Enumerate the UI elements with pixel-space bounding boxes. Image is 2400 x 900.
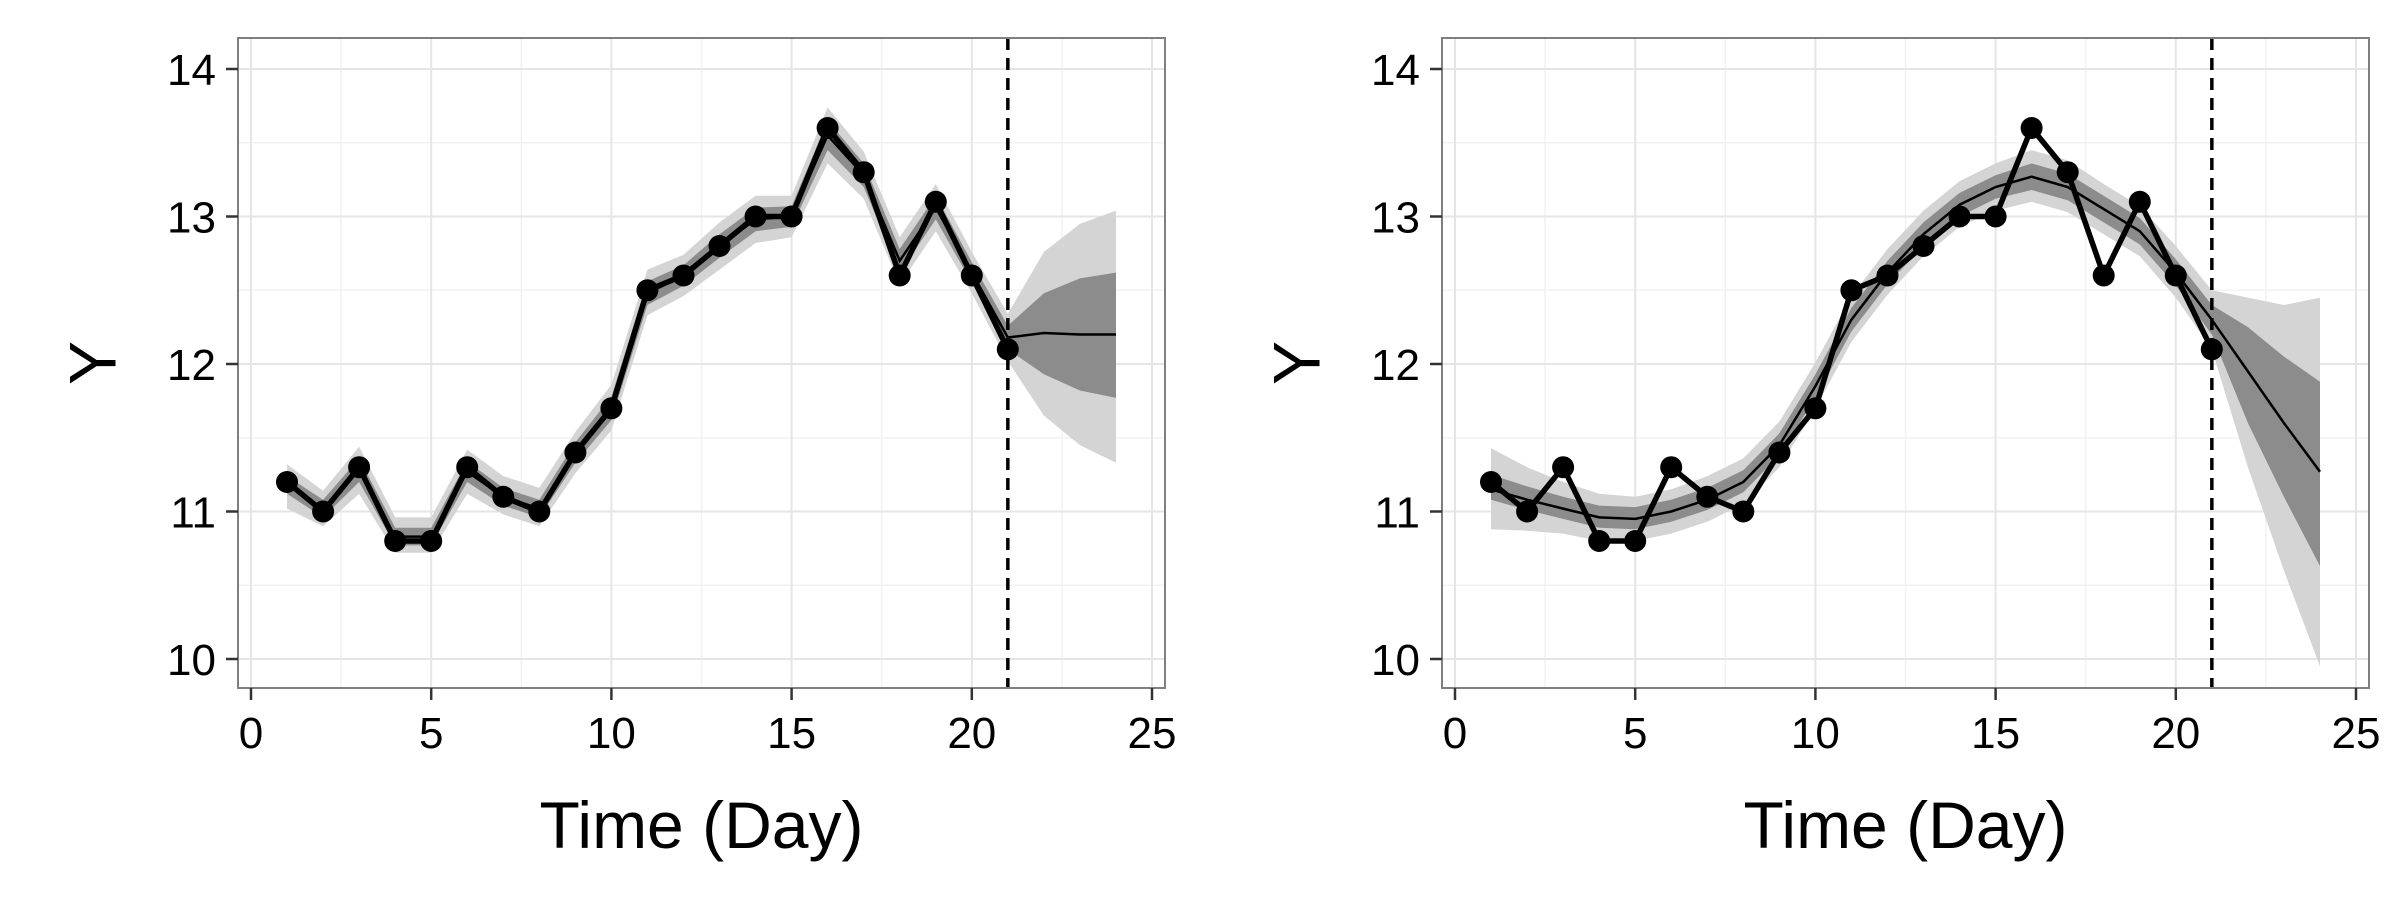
y-tick-label: 14	[167, 46, 216, 95]
observed-point	[1912, 235, 1935, 257]
observed-point	[672, 264, 695, 287]
y-tick-label: 13	[1371, 194, 1420, 243]
x-tick-label: 10	[587, 709, 636, 758]
y-axis-title: Y	[55, 341, 129, 385]
observed-point	[456, 456, 479, 479]
observed-point	[636, 279, 659, 302]
x-tick-label: 20	[2151, 709, 2200, 758]
observed-point	[384, 530, 407, 552]
observed-point	[276, 471, 298, 493]
observed-point	[780, 205, 803, 228]
observed-point	[1840, 279, 1863, 302]
observed-point	[960, 264, 983, 287]
y-tick-label: 12	[1371, 341, 1420, 390]
inner-interval-band	[1491, 163, 2320, 567]
chart-panel-2: 0 5 10 15 20 25 10 11 12 13 14 Time (Day) Y	[1259, 37, 2381, 862]
observed-point	[2164, 264, 2187, 287]
x-tick-label: 0	[239, 709, 263, 758]
observed-point	[1588, 530, 1611, 552]
observed-point	[1876, 264, 1899, 287]
y-tick-label: 10	[167, 636, 216, 685]
x-tick-label: 0	[1443, 709, 1467, 758]
y-tick-label: 11	[170, 489, 216, 538]
observed-point	[420, 530, 443, 552]
grid	[238, 38, 1165, 688]
x-tick-label: 5	[419, 709, 443, 758]
x-tick-label: 25	[2332, 709, 2381, 758]
observed-point	[564, 441, 587, 464]
observed-point	[1804, 397, 1827, 420]
observed-point	[888, 264, 911, 287]
observed-point	[924, 190, 947, 213]
x-tick-label: 15	[1971, 709, 2020, 758]
observed-point	[2092, 264, 2115, 287]
observed-point	[1552, 456, 1575, 479]
observed-point	[2020, 117, 2043, 139]
y-tick-label: 14	[1371, 46, 1420, 95]
observed-point	[1660, 456, 1683, 479]
observed-point	[2056, 161, 2079, 184]
observed-point	[1480, 471, 1502, 493]
y-tick-label: 12	[167, 341, 216, 390]
observed-point	[1516, 500, 1539, 523]
chart-panel-1: 0 5 10 15 20 25 10 11 12 13 14 Time (Day) Y	[55, 37, 1177, 862]
y-tick-label: 13	[167, 194, 216, 243]
x-tick-label: 5	[1623, 709, 1647, 758]
observed-point	[1732, 500, 1755, 523]
x-tick-label: 25	[1128, 709, 1177, 758]
observed-point	[852, 161, 875, 184]
x-axis-title: Time (Day)	[1744, 788, 2068, 862]
y-axis-title: Y	[1259, 341, 1333, 385]
grid	[1442, 38, 2369, 688]
x-tick-label: 10	[1791, 709, 1840, 758]
observed-point	[528, 500, 551, 523]
observed-point	[348, 456, 371, 479]
x-tick-label: 20	[947, 709, 996, 758]
observed-point	[492, 485, 515, 508]
observed-point	[1768, 441, 1791, 464]
observed-point	[2128, 190, 2151, 213]
observed-point	[1624, 530, 1647, 552]
observed-point	[312, 500, 335, 523]
x-axis-title: Time (Day)	[540, 788, 864, 862]
observed-point	[600, 397, 623, 420]
observed-point	[744, 205, 767, 228]
observed-point	[816, 117, 839, 139]
x-tick-label: 15	[767, 709, 816, 758]
y-tick-label: 11	[1374, 489, 1420, 538]
observed-point	[1984, 205, 2007, 228]
y-tick-label: 10	[1371, 636, 1420, 685]
observed-point	[708, 235, 731, 257]
observed-point	[1948, 205, 1971, 228]
outer-interval-band	[287, 107, 1116, 553]
observed-point	[1696, 485, 1719, 508]
